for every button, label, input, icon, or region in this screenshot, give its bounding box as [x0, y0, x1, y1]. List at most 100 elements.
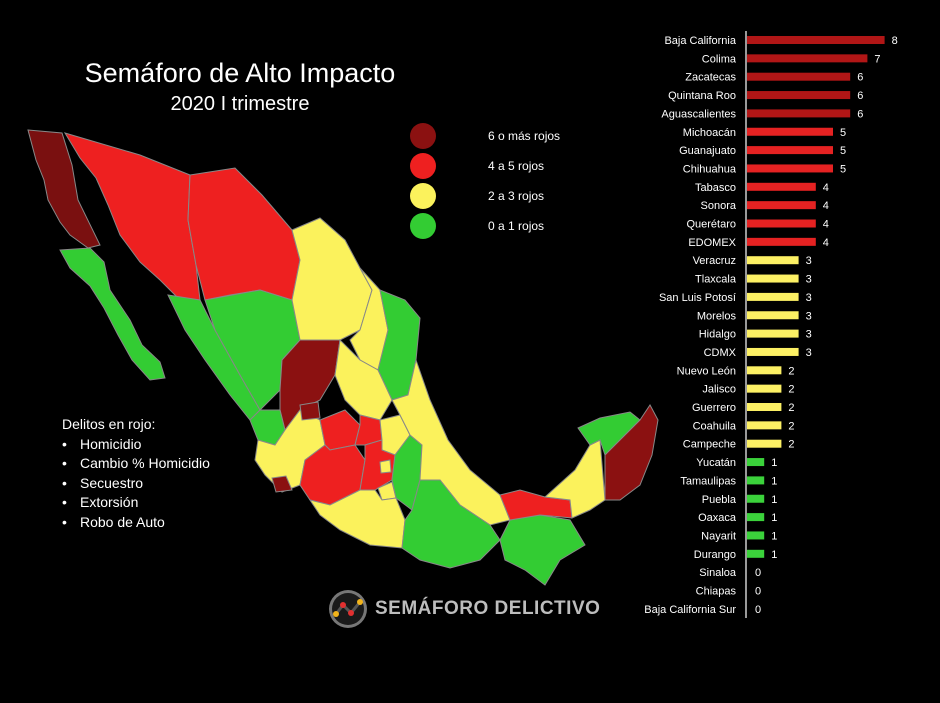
value-label: 4 [823, 237, 829, 249]
value-label: 3 [806, 310, 812, 322]
category-label: San Luis Potosí [659, 292, 736, 304]
legend-label: 0 a 1 rojos [488, 219, 545, 233]
category-label: Quintana Roo [668, 90, 736, 102]
value-label: 3 [806, 255, 812, 267]
value-label: 4 [823, 182, 829, 194]
category-label: Guanajuato [679, 145, 736, 157]
category-label: Tlaxcala [695, 274, 737, 286]
crime-item: Robo de Auto [62, 513, 210, 533]
value-label: 2 [788, 384, 794, 396]
value-label: 3 [806, 329, 812, 341]
category-label: Sinaloa [699, 567, 737, 579]
value-label: 8 [892, 35, 898, 47]
value-label: 4 [823, 200, 829, 212]
legend-item-4-5: 4 a 5 rojos [410, 153, 544, 179]
legend-dot-dark-red [410, 123, 436, 149]
state-cdmx [379, 459, 392, 474]
bar [747, 421, 782, 430]
category-label: Tabasco [695, 182, 736, 194]
category-label: Colima [702, 53, 737, 65]
brand-logo-text: SEMÁFORO DELICTIVO [375, 598, 601, 619]
bar [747, 146, 833, 155]
value-label: 5 [840, 163, 846, 175]
bar [747, 256, 799, 265]
category-label: Guerrero [692, 402, 736, 414]
bar [747, 91, 851, 100]
crime-item: Homicidio [62, 435, 210, 455]
value-label: 2 [788, 420, 794, 432]
category-label: Aguascalientes [661, 108, 736, 120]
legend-item-6-mas: 6 o más rojos [410, 123, 560, 149]
bar [747, 109, 851, 118]
value-label: 6 [857, 108, 863, 120]
legend-label: 2 a 3 rojos [488, 189, 545, 203]
page-title: Semáforo de Alto Impacto [84, 58, 396, 88]
legend-label: 6 o más rojos [488, 129, 561, 143]
value-label: 7 [874, 53, 880, 65]
value-label: 1 [771, 512, 777, 524]
category-label: Jalisco [702, 384, 736, 396]
category-label: Sonora [701, 200, 737, 212]
bar [747, 54, 868, 63]
crime-item: Secuestro [62, 474, 210, 494]
value-label: 0 [755, 586, 761, 598]
bar [747, 347, 799, 356]
value-label: 4 [823, 219, 829, 231]
state-baja-california-sur [59, 247, 166, 381]
bar [747, 182, 816, 191]
state-aguascalientes [299, 401, 321, 421]
crimes-heading: Delitos en rojo: [62, 416, 156, 432]
category-label: Oaxaca [698, 512, 737, 524]
category-label: Chiapas [696, 586, 737, 598]
value-label: 2 [788, 439, 794, 451]
bar [747, 36, 885, 44]
bar [747, 513, 765, 522]
crimes-list: Delitos en rojo: Homicidio Cambio % Homi… [62, 415, 210, 532]
state-colima [271, 475, 293, 493]
state-oaxaca [401, 479, 501, 569]
bar [747, 476, 765, 485]
bar [747, 439, 782, 448]
category-label: Coahuila [693, 420, 737, 432]
category-label: Campeche [683, 439, 736, 451]
category-label: Nayarit [701, 530, 736, 542]
state-guerrero [308, 489, 406, 549]
legend-item-2-3: 2 a 3 rojos [410, 183, 544, 209]
crime-item: Extorsión [62, 493, 210, 513]
crime-item: Cambio % Homicidio [62, 454, 210, 474]
category-label: Durango [694, 549, 736, 561]
bar [747, 219, 816, 228]
page-subtitle: 2020 I trimestre [170, 93, 310, 115]
category-label: Michoacán [683, 127, 736, 139]
value-label: 1 [771, 457, 777, 469]
bar [747, 384, 782, 393]
bar [747, 531, 765, 540]
category-label: Nuevo León [677, 365, 736, 377]
bar [747, 201, 816, 210]
bar [747, 274, 799, 283]
value-label: 1 [771, 475, 777, 487]
value-label: 0 [755, 567, 761, 579]
value-label: 6 [857, 90, 863, 102]
value-label: 3 [806, 274, 812, 286]
legend-item-0-1: 0 a 1 rojos [410, 213, 544, 239]
bar [747, 329, 799, 338]
semaforo-logo-icon [329, 590, 367, 628]
category-label: Tamaulipas [680, 475, 736, 487]
legend-dot-yellow [410, 183, 436, 209]
value-label: 3 [806, 347, 812, 359]
value-label: 3 [806, 292, 812, 304]
value-label: 5 [840, 127, 846, 139]
category-label: CDMX [704, 347, 737, 359]
value-label: 2 [788, 365, 794, 377]
category-label: Hidalgo [699, 329, 736, 341]
category-label: Baja California [664, 35, 736, 47]
value-label: 5 [840, 145, 846, 157]
bar [747, 237, 816, 246]
value-label: 1 [771, 530, 777, 542]
category-label: EDOMEX [688, 237, 736, 249]
category-label: Puebla [702, 494, 737, 506]
category-label: Yucatán [696, 457, 736, 469]
